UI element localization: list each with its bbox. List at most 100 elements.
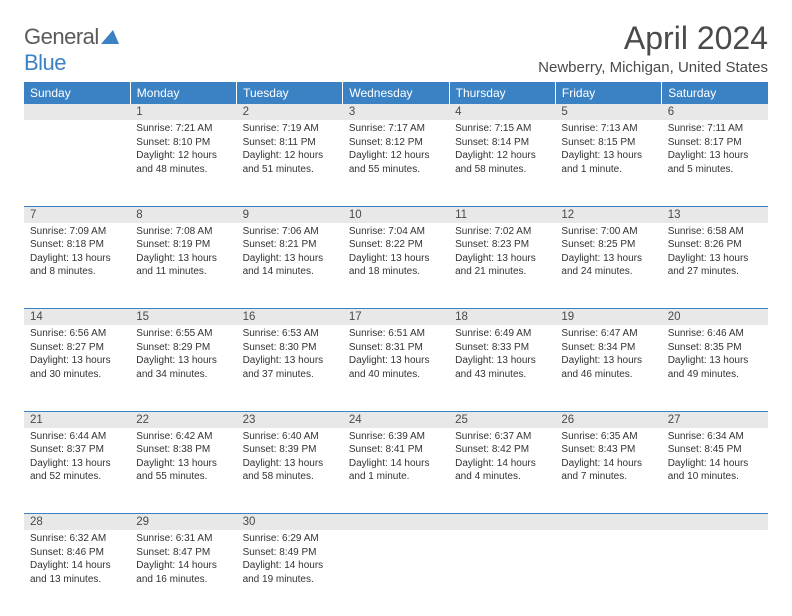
day-detail-cell: Sunrise: 7:15 AMSunset: 8:14 PMDaylight:… (449, 120, 555, 206)
month-title: April 2024 (538, 20, 768, 57)
day-number-cell: 23 (237, 411, 343, 428)
day-number-row: 282930 (24, 514, 768, 531)
day-detail-cell: Sunrise: 7:09 AMSunset: 8:18 PMDaylight:… (24, 223, 130, 309)
daylight-line: Daylight: 12 hours and 48 minutes. (136, 149, 230, 176)
daylight-line: Daylight: 13 hours and 52 minutes. (30, 457, 124, 484)
sunrise-line: Sunrise: 6:55 AM (136, 327, 230, 341)
daylight-line: Daylight: 13 hours and 27 minutes. (668, 252, 762, 279)
sunset-line: Sunset: 8:35 PM (668, 341, 762, 355)
daylight-line: Daylight: 14 hours and 7 minutes. (561, 457, 655, 484)
day-number-row: 123456 (24, 104, 768, 120)
sunrise-line: Sunrise: 6:46 AM (668, 327, 762, 341)
day-detail-cell: Sunrise: 7:11 AMSunset: 8:17 PMDaylight:… (662, 120, 768, 206)
daylight-line: Daylight: 13 hours and 18 minutes. (349, 252, 443, 279)
day-number-cell: 15 (130, 309, 236, 326)
day-number-cell: 1 (130, 104, 236, 120)
day-detail-row: Sunrise: 6:56 AMSunset: 8:27 PMDaylight:… (24, 325, 768, 411)
sunset-line: Sunset: 8:29 PM (136, 341, 230, 355)
sunrise-line: Sunrise: 7:04 AM (349, 225, 443, 239)
day-number-cell: 22 (130, 411, 236, 428)
day-detail-cell: Sunrise: 6:42 AMSunset: 8:38 PMDaylight:… (130, 428, 236, 514)
day-detail-cell: Sunrise: 7:19 AMSunset: 8:11 PMDaylight:… (237, 120, 343, 206)
day-detail-cell: Sunrise: 7:13 AMSunset: 8:15 PMDaylight:… (555, 120, 661, 206)
sunset-line: Sunset: 8:45 PM (668, 443, 762, 457)
daylight-line: Daylight: 13 hours and 34 minutes. (136, 354, 230, 381)
sunset-line: Sunset: 8:19 PM (136, 238, 230, 252)
sunset-line: Sunset: 8:10 PM (136, 136, 230, 150)
day-number-row: 21222324252627 (24, 411, 768, 428)
daylight-line: Daylight: 14 hours and 16 minutes. (136, 559, 230, 586)
daylight-line: Daylight: 13 hours and 49 minutes. (668, 354, 762, 381)
sunrise-line: Sunrise: 6:39 AM (349, 430, 443, 444)
day-number-row: 78910111213 (24, 206, 768, 223)
sunset-line: Sunset: 8:47 PM (136, 546, 230, 560)
weekday-header-row: SundayMondayTuesdayWednesdayThursdayFrid… (24, 82, 768, 104)
sunrise-line: Sunrise: 7:19 AM (243, 122, 337, 136)
day-detail-row: Sunrise: 6:44 AMSunset: 8:37 PMDaylight:… (24, 428, 768, 514)
daylight-line: Daylight: 14 hours and 19 minutes. (243, 559, 337, 586)
daylight-line: Daylight: 13 hours and 5 minutes. (668, 149, 762, 176)
day-number-row: 14151617181920 (24, 309, 768, 326)
weekday-header: Monday (130, 82, 236, 104)
day-number-cell: 13 (662, 206, 768, 223)
day-number-cell: 10 (343, 206, 449, 223)
sunrise-line: Sunrise: 6:40 AM (243, 430, 337, 444)
day-detail-row: Sunrise: 7:21 AMSunset: 8:10 PMDaylight:… (24, 120, 768, 206)
day-number-cell: 25 (449, 411, 555, 428)
daylight-line: Daylight: 13 hours and 24 minutes. (561, 252, 655, 279)
day-detail-cell: Sunrise: 7:06 AMSunset: 8:21 PMDaylight:… (237, 223, 343, 309)
day-number-cell: 4 (449, 104, 555, 120)
day-detail-row: Sunrise: 6:32 AMSunset: 8:46 PMDaylight:… (24, 530, 768, 616)
day-number-cell: 5 (555, 104, 661, 120)
weekday-header: Tuesday (237, 82, 343, 104)
day-detail-cell (343, 530, 449, 616)
sunset-line: Sunset: 8:31 PM (349, 341, 443, 355)
day-number-cell: 28 (24, 514, 130, 531)
weekday-header: Saturday (662, 82, 768, 104)
sunrise-line: Sunrise: 6:31 AM (136, 532, 230, 546)
daylight-line: Daylight: 13 hours and 8 minutes. (30, 252, 124, 279)
day-detail-cell: Sunrise: 7:02 AMSunset: 8:23 PMDaylight:… (449, 223, 555, 309)
day-number-cell: 14 (24, 309, 130, 326)
daylight-line: Daylight: 13 hours and 46 minutes. (561, 354, 655, 381)
day-number-cell: 20 (662, 309, 768, 326)
day-detail-cell: Sunrise: 6:51 AMSunset: 8:31 PMDaylight:… (343, 325, 449, 411)
sunrise-line: Sunrise: 6:56 AM (30, 327, 124, 341)
daylight-line: Daylight: 14 hours and 13 minutes. (30, 559, 124, 586)
daylight-line: Daylight: 13 hours and 40 minutes. (349, 354, 443, 381)
sunset-line: Sunset: 8:49 PM (243, 546, 337, 560)
daylight-line: Daylight: 12 hours and 55 minutes. (349, 149, 443, 176)
day-detail-cell: Sunrise: 6:29 AMSunset: 8:49 PMDaylight:… (237, 530, 343, 616)
sunrise-line: Sunrise: 7:08 AM (136, 225, 230, 239)
day-detail-cell: Sunrise: 6:55 AMSunset: 8:29 PMDaylight:… (130, 325, 236, 411)
day-detail-cell: Sunrise: 6:44 AMSunset: 8:37 PMDaylight:… (24, 428, 130, 514)
sunset-line: Sunset: 8:11 PM (243, 136, 337, 150)
sunset-line: Sunset: 8:26 PM (668, 238, 762, 252)
day-number-cell: 2 (237, 104, 343, 120)
daylight-line: Daylight: 13 hours and 58 minutes. (243, 457, 337, 484)
sunrise-line: Sunrise: 6:44 AM (30, 430, 124, 444)
daylight-line: Daylight: 13 hours and 30 minutes. (30, 354, 124, 381)
day-detail-cell (555, 530, 661, 616)
day-detail-cell: Sunrise: 7:08 AMSunset: 8:19 PMDaylight:… (130, 223, 236, 309)
sunset-line: Sunset: 8:38 PM (136, 443, 230, 457)
sunset-line: Sunset: 8:17 PM (668, 136, 762, 150)
day-number-cell: 27 (662, 411, 768, 428)
day-number-cell: 29 (130, 514, 236, 531)
day-number-cell (24, 104, 130, 120)
daylight-line: Daylight: 14 hours and 10 minutes. (668, 457, 762, 484)
header: General Blue April 2024 Newberry, Michig… (24, 20, 768, 76)
weekday-header: Friday (555, 82, 661, 104)
sunset-line: Sunset: 8:37 PM (30, 443, 124, 457)
day-detail-cell: Sunrise: 6:37 AMSunset: 8:42 PMDaylight:… (449, 428, 555, 514)
sunset-line: Sunset: 8:34 PM (561, 341, 655, 355)
sunset-line: Sunset: 8:33 PM (455, 341, 549, 355)
sunset-line: Sunset: 8:46 PM (30, 546, 124, 560)
day-detail-cell: Sunrise: 7:00 AMSunset: 8:25 PMDaylight:… (555, 223, 661, 309)
daylight-line: Daylight: 13 hours and 43 minutes. (455, 354, 549, 381)
sunset-line: Sunset: 8:43 PM (561, 443, 655, 457)
triangle-icon (101, 30, 119, 44)
daylight-line: Daylight: 12 hours and 51 minutes. (243, 149, 337, 176)
day-number-cell: 21 (24, 411, 130, 428)
day-number-cell: 8 (130, 206, 236, 223)
